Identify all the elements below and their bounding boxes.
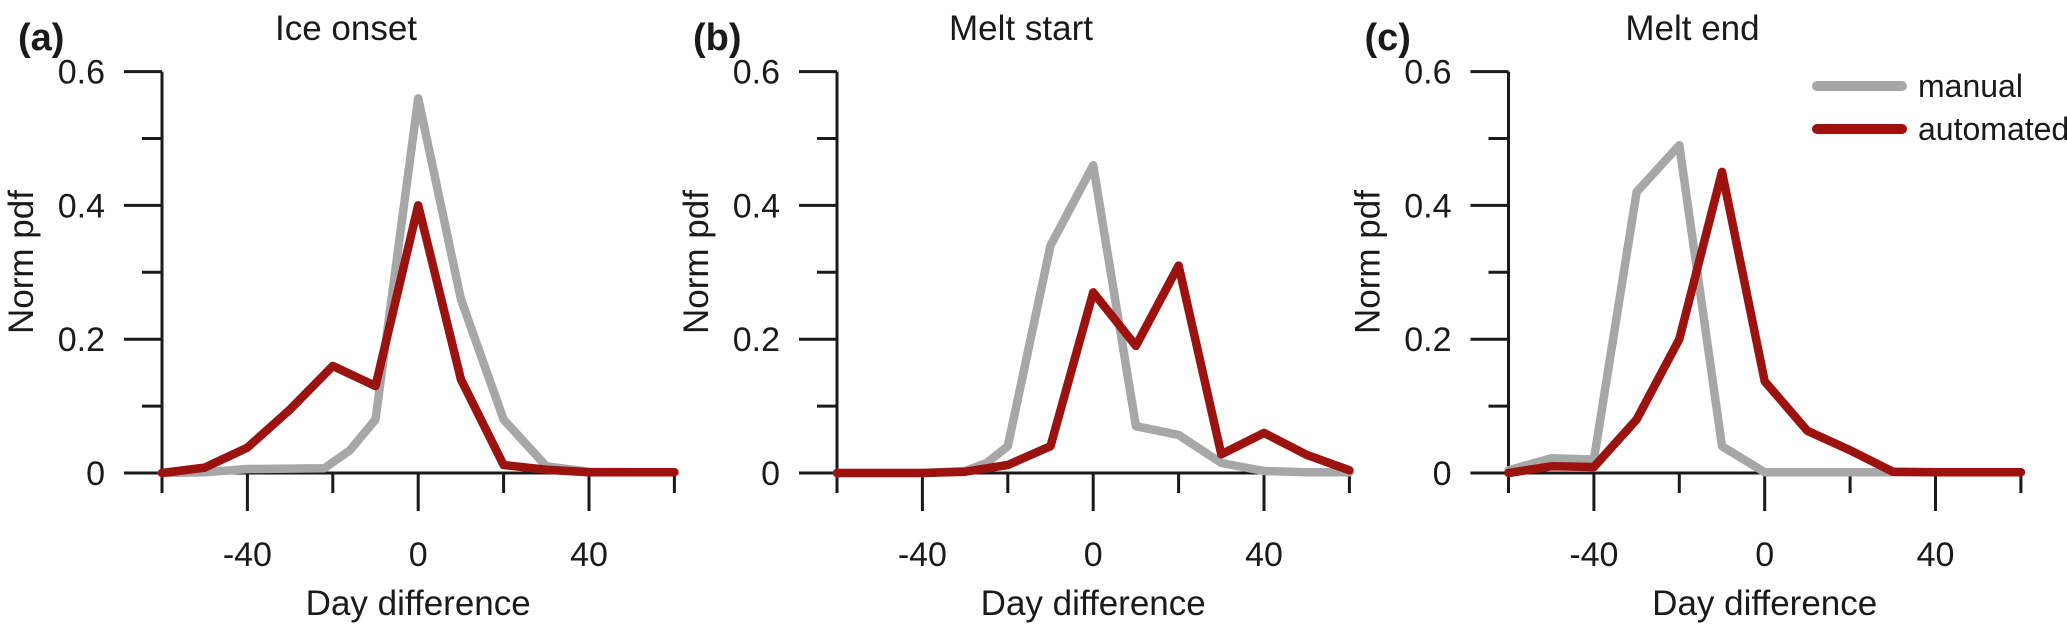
y-tick-label: 0.6 [58, 54, 105, 92]
panel-a: 0 0.2 0.4 0.6 -40 0 40 (a) Ice onset Day differen… [2, 9, 679, 623]
panel-title: Melt start [949, 9, 1093, 48]
y-tick-label: 0.4 [1404, 187, 1451, 225]
y-axis-title: Norm pdf [2, 190, 41, 334]
y-tick-label: 0.4 [733, 187, 780, 225]
y-axis-title: Norm pdf [1349, 190, 1388, 334]
y-tick-label: 0.2 [733, 321, 780, 359]
legend: manual automated [1812, 68, 2067, 147]
legend-item-automated: automated [1812, 111, 2067, 147]
panel-title: Melt end [1625, 9, 1759, 48]
x-tick-label: 0 [1084, 536, 1103, 574]
panel-letter: (b) [693, 17, 742, 59]
series-line-automated [1504, 167, 2026, 478]
panel-letter: (c) [1365, 17, 1411, 59]
x-tick-label: 40 [570, 536, 608, 574]
x-axis-title: Day difference [1652, 584, 1877, 623]
y-tick-label: 0.2 [58, 321, 105, 359]
y-tick-label: 0 [1433, 455, 1452, 493]
y-tick-label: 0.2 [1404, 321, 1451, 359]
x-tick-label: -40 [1569, 536, 1618, 574]
legend-label: manual [1918, 68, 2023, 104]
y-tick-label: 0 [761, 455, 780, 493]
y-axis-title: Norm pdf [677, 190, 716, 334]
x-axis-title: Day difference [306, 584, 531, 623]
x-tick-label: -40 [898, 536, 947, 574]
y-tick-label: 0.6 [733, 54, 780, 92]
legend-label: automated [1918, 111, 2067, 147]
x-tick-label: 40 [1245, 536, 1283, 574]
panel-title: Ice onset [275, 9, 417, 48]
panel-c: 0 0.2 0.4 0.6 -40 0 40 (c) Melt end Day differenc… [1349, 9, 2026, 623]
y-tick-label: 0 [86, 455, 105, 493]
y-tick-label: 0.4 [58, 187, 105, 225]
panel-b: 0 0.2 0.4 0.6 -40 0 40 (b) Melt start Day differe… [677, 9, 1354, 623]
legend-item-manual: manual [1812, 68, 2023, 104]
series-line-automated [157, 201, 679, 478]
y-tick-label: 0.6 [1404, 54, 1451, 92]
x-tick-label: -40 [223, 536, 272, 574]
x-axis-title: Day difference [981, 584, 1206, 623]
x-tick-label: 0 [1755, 536, 1774, 574]
series-line-automated [832, 261, 1354, 478]
panel-letter: (a) [18, 17, 64, 59]
x-tick-label: 0 [409, 536, 428, 574]
x-tick-label: 40 [1917, 536, 1955, 574]
